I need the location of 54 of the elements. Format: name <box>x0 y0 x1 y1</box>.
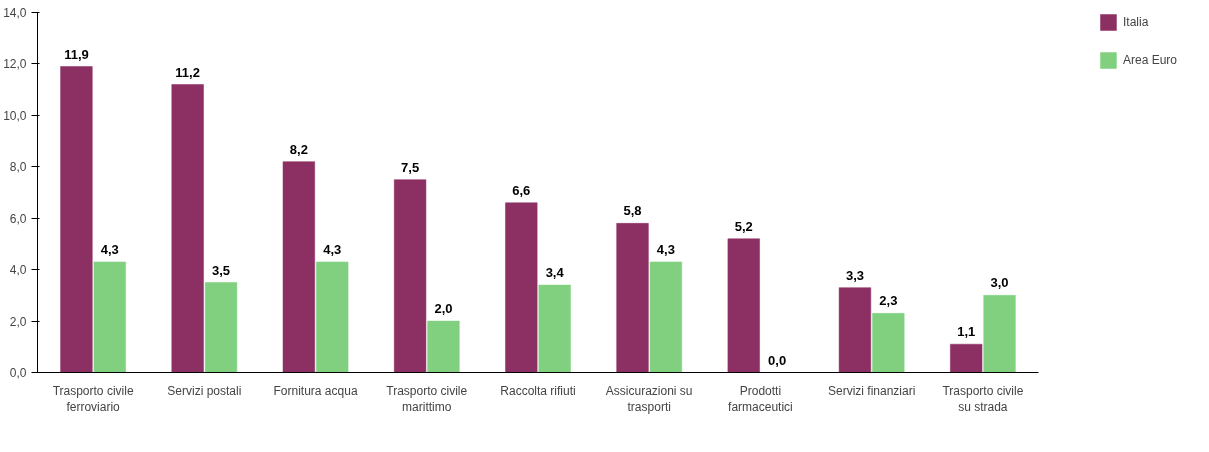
data-label: 2,3 <box>879 293 898 309</box>
data-label: 4,3 <box>656 241 675 257</box>
x-tick-label: Servizi postali <box>167 383 242 398</box>
data-label: 2,0 <box>434 301 453 317</box>
bar <box>616 223 649 373</box>
data-label: 6,6 <box>512 182 531 198</box>
data-label: 4,3 <box>323 241 342 257</box>
bar <box>171 84 204 373</box>
data-label: 7,5 <box>401 159 420 175</box>
bar <box>727 238 760 373</box>
x-tick-label: Servizi finanziari <box>827 383 916 398</box>
bar <box>93 261 126 373</box>
x-tick-label: Raccolta rifiuti <box>500 383 576 398</box>
data-label: 5,2 <box>734 218 753 234</box>
x-tick-label: Trasporto civile ferroviario <box>52 383 134 415</box>
bar <box>204 282 238 373</box>
x-tick-label: Fornitura acqua <box>273 383 358 398</box>
data-label: 3,3 <box>845 267 865 283</box>
data-label: 5,8 <box>623 203 642 219</box>
y-tick-label: 10,0 <box>3 108 27 123</box>
y-tick-label: 12,0 <box>3 57 27 72</box>
y-tick-label: 2,0 <box>9 314 27 329</box>
data-label: 4,3 <box>100 241 119 257</box>
legend-label: Italia <box>1122 15 1149 29</box>
y-tick-label: 0,0 <box>9 366 27 380</box>
data-label: 3,4 <box>545 265 565 281</box>
x-tick-label: Trasporto civile marittimo <box>386 383 468 415</box>
y-tick-label: 4,0 <box>9 263 27 278</box>
bar <box>983 295 1016 373</box>
data-label: 3,0 <box>990 275 1009 291</box>
bar <box>316 261 349 373</box>
x-tick-label: Trasporto civile su strada <box>942 383 1024 415</box>
y-tick-label: 8,0 <box>9 160 27 175</box>
bar <box>649 261 682 373</box>
bar <box>872 313 905 373</box>
data-label: 11,9 <box>64 46 89 62</box>
legend-label: Area Euro <box>1122 53 1177 67</box>
x-tick-label: Prodotti farmaceutici <box>728 383 793 415</box>
bar <box>427 320 460 373</box>
data-label: 8,2 <box>289 141 308 157</box>
bar <box>538 284 571 373</box>
bar <box>393 179 427 373</box>
data-label: 3,5 <box>211 262 231 278</box>
data-label: 0,0 <box>768 352 787 368</box>
data-label: 11,2 <box>175 64 200 80</box>
bar <box>60 66 93 373</box>
data-label: 1,1 <box>957 324 976 340</box>
y-tick-label: 6,0 <box>9 211 27 226</box>
bar <box>950 343 983 373</box>
x-tick-label: Assicurazioni su trasporti <box>605 383 693 415</box>
bar <box>282 161 315 373</box>
bar <box>505 202 538 373</box>
y-tick-label: 14,0 <box>3 6 27 20</box>
bar <box>838 287 872 373</box>
